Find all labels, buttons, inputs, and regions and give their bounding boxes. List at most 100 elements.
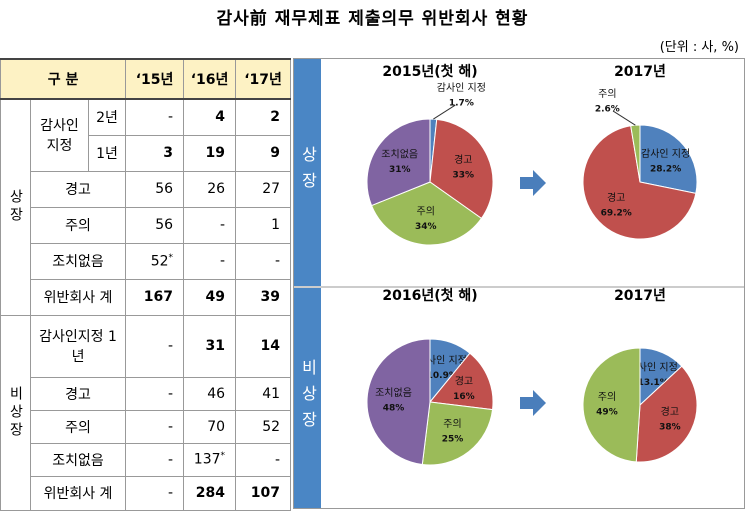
row-label: 주의: [29, 206, 127, 244]
unit-note: (단위 : 사, %): [659, 40, 739, 55]
cell: 26: [183, 170, 237, 208]
cell-note: *: [220, 451, 226, 462]
row-label: 위반회사 계: [29, 278, 127, 316]
pie-slice: [366, 338, 431, 466]
tr: 위반회사 계 167 49 39: [1, 278, 292, 316]
slice-label: 감사인 지정: [641, 148, 690, 160]
cell: 137*: [183, 442, 237, 477]
tr: 조치없음 - 137* -: [1, 442, 292, 477]
row-label: 경고: [29, 170, 127, 208]
cell: -: [125, 98, 185, 136]
chart-title: 2016년(첫 해): [382, 288, 477, 304]
slice-value: 10.9%: [427, 371, 458, 381]
data-table: 구 분 ‘15년 ‘16년 ‘17년 상장 감사인 지정 2년 - 4 2 1년…: [0, 58, 292, 511]
tr: 경고 56 26 27: [1, 170, 292, 208]
pie-slice: [370, 181, 483, 246]
cell: 2: [235, 98, 292, 136]
row-label: 경고: [29, 376, 127, 411]
pie-slice: [639, 124, 698, 194]
slice-label: 주의: [598, 391, 616, 403]
row-label: 조치없음: [29, 242, 127, 280]
slice-label: 경고: [607, 191, 625, 204]
cell: 56: [125, 170, 185, 208]
slice-value: 33%: [453, 170, 475, 180]
cell: 14: [235, 314, 292, 378]
tr: 주의 - 70 52: [1, 409, 292, 444]
cell: 49: [183, 278, 237, 316]
tr: 경고 - 46 41: [1, 376, 292, 411]
cell-value: 137: [193, 451, 221, 468]
pie-slice: [635, 365, 698, 463]
cell: 167: [125, 278, 185, 316]
pie-slice: [429, 352, 494, 411]
side-strip: [294, 59, 321, 286]
cell: 52*: [125, 242, 185, 280]
cell: 19: [183, 134, 237, 172]
cell: -: [235, 442, 292, 477]
pie-slice: [366, 118, 431, 207]
cell: 56: [125, 206, 185, 244]
group-label: 상장: [0, 98, 31, 316]
slice-value: 34%: [415, 222, 437, 232]
cell: 52: [235, 409, 292, 444]
slice-value: 25%: [442, 434, 464, 444]
cell: -: [125, 442, 185, 477]
cell: 46: [183, 376, 237, 411]
tr: 위반회사 계 - 284 107: [1, 475, 292, 511]
header-cell: ‘15년: [125, 58, 185, 100]
slice-label: 조치없음: [375, 386, 412, 399]
arrow: [520, 390, 546, 416]
header-row: 구 분 ‘15년 ‘16년 ‘17년: [0, 58, 292, 100]
pie-slice: [421, 401, 494, 466]
row-sublabel: 1년: [87, 134, 127, 172]
slice-value: 48%: [383, 403, 405, 413]
tr: 비상장 감사인지정 1년 - 31 14: [0, 314, 292, 511]
cell: -: [235, 242, 292, 280]
cell: 31: [183, 314, 237, 378]
cell: -: [125, 409, 185, 444]
cell: 27: [235, 170, 292, 208]
slice-label: 감사인 지정: [629, 362, 678, 374]
group-label: 비상장: [0, 314, 31, 511]
slice-label: 주의: [598, 88, 616, 100]
header-cell: ‘17년: [235, 58, 292, 100]
slice-label: 감사인 지정: [437, 82, 486, 94]
side-label: 상장: [299, 146, 318, 198]
cell: 107: [235, 475, 292, 511]
cell: -: [183, 206, 237, 244]
cell: 284: [183, 475, 237, 511]
cell: 70: [183, 409, 237, 444]
slice-label: 경고: [661, 405, 679, 418]
side-strip: [294, 288, 321, 508]
chart-title: 2017년: [614, 288, 666, 304]
cell: 39: [235, 278, 292, 316]
pie-slice: [582, 125, 697, 240]
tr: 조치없음 52* - -: [1, 242, 292, 280]
slice-label: 주의: [417, 205, 435, 217]
row-sublabel: 2년: [87, 98, 127, 136]
slice-label: 주의: [443, 418, 461, 430]
cell: -: [183, 242, 237, 280]
cell: 1: [235, 206, 292, 244]
tbody: 구 분 ‘15년 ‘16년 ‘17년 상장 감사인 지정 2년 - 4 2 1년…: [0, 58, 292, 511]
tr: 상장 감사인 지정 2년 - 4 2: [0, 98, 292, 316]
slice-value: 28.2%: [650, 165, 681, 175]
cell-note: *: [168, 252, 174, 263]
slice-value: 13.1%: [638, 378, 669, 388]
slice-value: 31%: [389, 165, 411, 175]
slice-value: 49%: [596, 407, 618, 417]
cell: -: [125, 376, 185, 411]
slice-label: 경고: [455, 374, 473, 387]
cell: -: [125, 475, 185, 511]
header-cell: ‘16년: [183, 58, 237, 100]
cell: 41: [235, 376, 292, 411]
leader-line: [433, 104, 456, 120]
row-label: 주의: [29, 409, 127, 444]
pie-slice: [582, 347, 641, 463]
row-label: 감사인지정 1년: [29, 314, 127, 378]
row-label: 위반회사 계: [29, 475, 127, 511]
slice-value: 1.7%: [449, 99, 474, 109]
page-title: 감사前 재무제표 제출의무 위반회사 현황: [216, 9, 529, 29]
